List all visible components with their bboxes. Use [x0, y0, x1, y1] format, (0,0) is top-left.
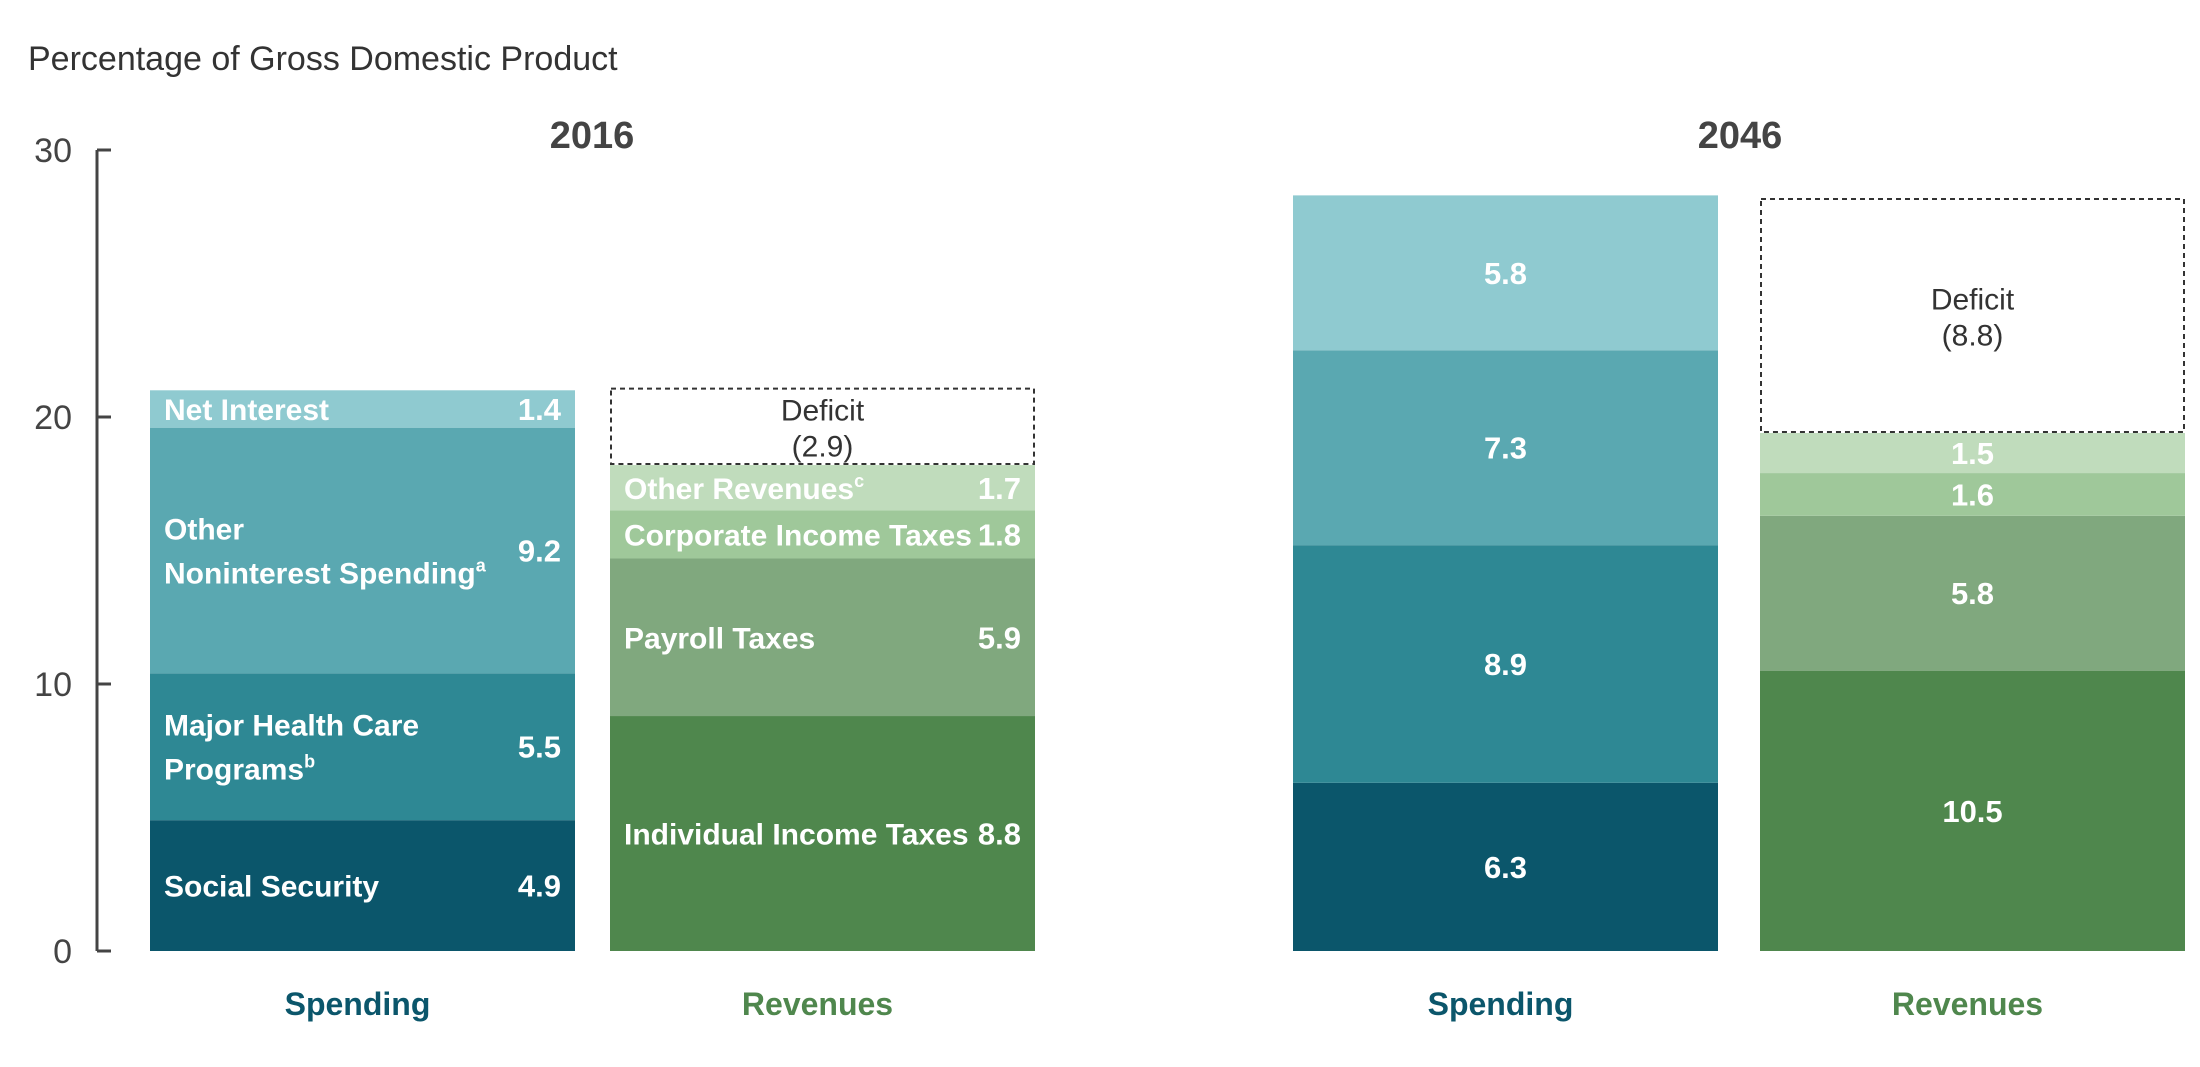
year-label-2016: 2016 — [550, 115, 635, 157]
spending-2016-major-health-care-programs-label: Programsb — [164, 752, 315, 787]
revenues-2046-deficit-value: (8.8) — [1942, 320, 2004, 353]
spending-2016-social-security-value: 4.9 — [518, 869, 561, 904]
spending-2046-segment-2-value: 7.3 — [1484, 431, 1527, 466]
revenues-2046-segment-2-value: 1.6 — [1951, 477, 1994, 512]
y-tick-label: 0 — [53, 933, 72, 971]
footnote-marker: a — [476, 556, 487, 576]
revenues-2016-deficit-label: Deficit — [781, 394, 865, 427]
spending-2016-net-interest-value: 1.4 — [518, 392, 562, 427]
revenues-2016-payroll-taxes-value: 5.9 — [978, 620, 1021, 655]
revenues-2016-payroll-taxes-label: Payroll Taxes — [624, 622, 815, 655]
spending-2046-segment-0-bar — [1293, 782, 1718, 951]
revenues-2016-other-revenues-label: Other Revenuesc — [624, 471, 864, 506]
spending-2016-other-noninterest-spending-value: 9.2 — [518, 534, 561, 569]
revenues-2016-payroll-taxes-bar — [610, 558, 1035, 717]
revenues-2016-corporate-income-taxes-label: Corporate Income Taxes — [624, 519, 972, 552]
y-tick-label: 20 — [34, 399, 72, 437]
revenues-2016-other-revenues-bar — [610, 465, 1035, 511]
spending-2016-social-security-bar — [150, 820, 575, 951]
y-axis: 0 10 20 30 — [34, 132, 111, 971]
revenues-2046-segment-3-value: 1.5 — [1951, 436, 1994, 471]
revenues-2016-deficit-box — [610, 387, 1035, 466]
revenues-2046-deficit-box — [1760, 198, 2185, 434]
spending-2046-segment-3-bar — [1293, 195, 1718, 351]
spending-2046-category-label: Spending — [1428, 986, 1574, 1022]
y-tick-label: 30 — [34, 132, 72, 170]
spending-2016-net-interest-label: Net Interest — [164, 394, 329, 427]
spending-2016-other-noninterest-spending-label: Other — [164, 514, 244, 547]
spending-2016-other-noninterest-spending-label: Noninterest Spendinga — [164, 556, 487, 591]
revenues-2046-segment-3-bar — [1760, 433, 2185, 474]
revenues-2016-other-revenues-value: 1.7 — [978, 471, 1021, 506]
revenues-2046-segment-0-value: 10.5 — [1942, 794, 2002, 829]
revenues-2046-segment-2-bar — [1760, 473, 2185, 516]
revenues-2016-corporate-income-taxes-bar — [610, 510, 1035, 559]
spending-2046-segment-3-value: 5.8 — [1484, 256, 1527, 291]
revenues-2016-individual-income-taxes-label: Individual Income Taxes — [624, 819, 969, 852]
spending-2016-category-label: Spending — [285, 986, 431, 1022]
revenues-2046-segment-0-bar — [1760, 670, 2185, 951]
spending-2046-segment-1-bar — [1293, 545, 1718, 783]
spending-2016-major-health-care-programs-value: 5.5 — [518, 730, 561, 765]
spending-2046-segment-0-value: 6.3 — [1484, 850, 1527, 885]
spending-2016-major-health-care-programs-label: Major Health Care — [164, 710, 419, 743]
revenues-2016-category-label: Revenues — [742, 986, 893, 1022]
footnote-marker: b — [304, 752, 315, 772]
revenues-2046-category-label: Revenues — [1892, 986, 2043, 1022]
spending-2016-major-health-care-programs-bar — [150, 673, 575, 821]
revenues-2046-deficit-label: Deficit — [1931, 284, 2015, 317]
spending-2046-segment-2-bar — [1293, 350, 1718, 546]
revenues-2016-corporate-income-taxes-value: 1.8 — [978, 517, 1021, 552]
revenues-2046-segment-1-value: 5.8 — [1951, 576, 1994, 611]
y-axis-title: Percentage of Gross Domestic Product — [28, 40, 618, 78]
footnote-marker: c — [854, 471, 864, 491]
y-tick-label: 10 — [34, 666, 72, 704]
spending-2016-social-security-label: Social Security — [164, 871, 379, 904]
revenues-2046-segment-1-bar — [1760, 515, 2185, 671]
year-label-2046: 2046 — [1698, 115, 1783, 157]
spending-2046-segment-1-value: 8.9 — [1484, 647, 1527, 682]
revenues-2016-deficit-value: (2.9) — [792, 430, 854, 463]
bars-layer: 2016 Social Security 4.9 Major Health Care P… — [150, 115, 2185, 1022]
revenues-2016-individual-income-taxes-bar — [610, 716, 1035, 951]
spending-2016-other-noninterest-spending-bar — [150, 427, 575, 674]
spending-2016-net-interest-bar — [150, 390, 575, 428]
revenues-2016-individual-income-taxes-value: 8.8 — [978, 817, 1021, 852]
